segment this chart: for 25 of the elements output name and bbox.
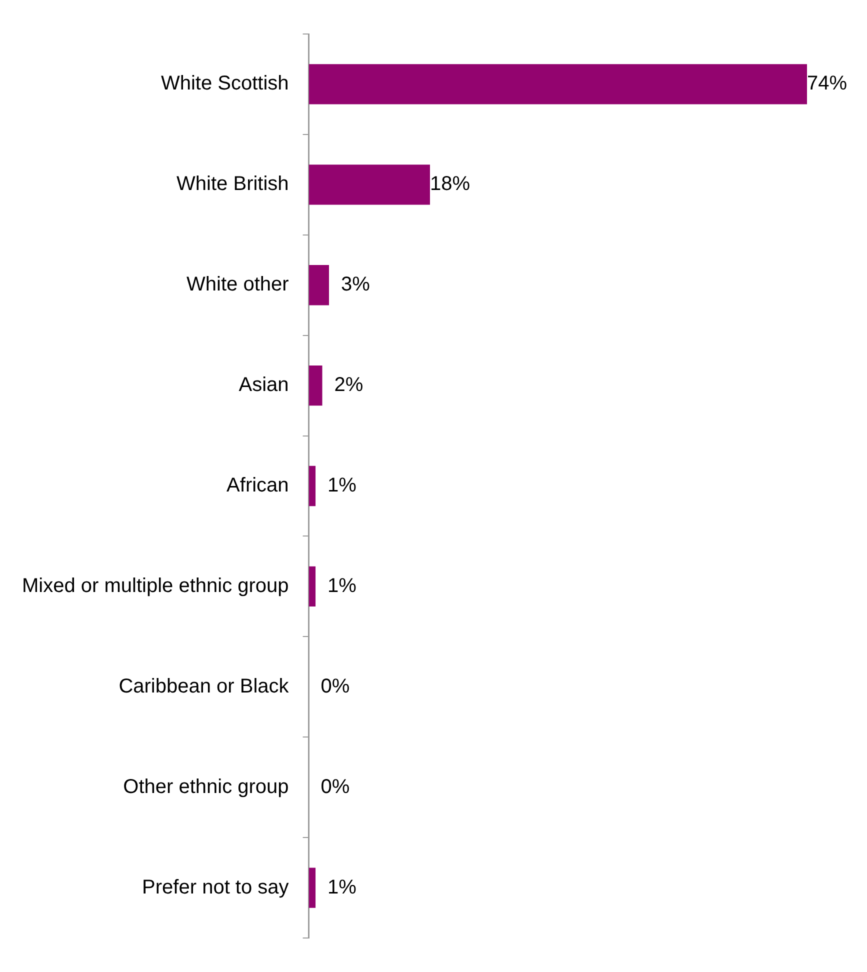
data-label: 2% [334,374,364,396]
y-tick-label: White other [186,274,290,296]
data-label: 74% [807,72,848,95]
bar [308,566,316,607]
y-tick-label: Prefer not to say [142,876,289,898]
y-tick-label: African [226,474,289,497]
data-label: 18% [430,173,470,196]
y-tick-label: White Scottish [160,72,289,95]
data-label: 0% [320,776,350,798]
data-label: 3% [340,274,370,296]
bar [308,466,316,506]
data-label: 1% [328,876,357,898]
data-label: 1% [328,574,357,597]
y-tick-label: Other ethnic group [123,776,289,798]
data-label: 1% [328,474,357,497]
y-tick-label: Asian [238,374,289,396]
y-tick-label: Mixed or multiple ethnic group [22,574,289,597]
bar [308,164,430,205]
bar [308,868,316,908]
y-tick-label: Caribbean or Black [118,675,290,698]
bar [308,365,322,406]
bar [308,265,329,306]
bar [308,64,807,104]
y-tick-label: White British [176,173,289,196]
data-label: 0% [320,675,350,698]
